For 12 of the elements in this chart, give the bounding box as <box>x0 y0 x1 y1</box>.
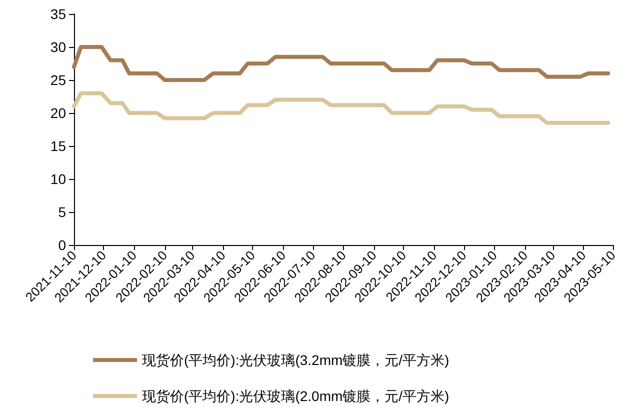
y-tick-label: 35 <box>50 6 66 22</box>
y-tick-label: 15 <box>50 138 66 154</box>
line-series <box>72 45 610 82</box>
y-tick-label: 10 <box>50 171 66 187</box>
y-tick-label: 30 <box>50 39 66 55</box>
legend-label: 现货价(平均价):光伏玻璃(3.2mm镀膜，元/平方米) <box>142 352 450 368</box>
legend-label: 现货价(平均价):光伏玻璃(2.0mm镀膜，元/平方米) <box>142 388 450 404</box>
y-tick-label: 0 <box>58 237 66 253</box>
y-tick-label: 20 <box>50 105 66 121</box>
y-tick-label: 25 <box>50 72 66 88</box>
line-series <box>72 91 610 125</box>
y-tick-label: 5 <box>58 204 66 220</box>
